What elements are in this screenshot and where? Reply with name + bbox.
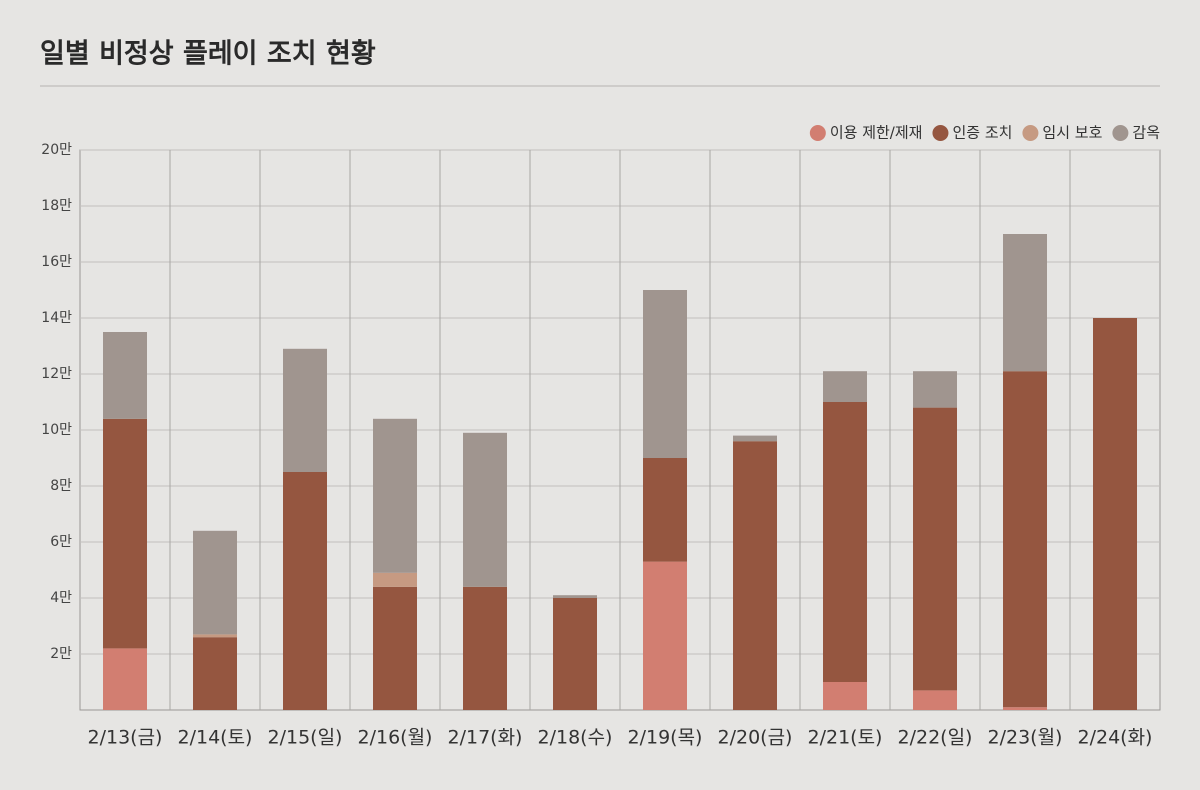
y-tick-label: 4만 [50, 590, 72, 606]
x-tick-label: 2/14(토) [178, 727, 253, 749]
y-tick-label: 14만 [41, 310, 72, 326]
x-tick-label: 2/20(금) [718, 727, 793, 749]
legend-label: 인증 조치 [952, 124, 1012, 142]
legend-marker [932, 125, 949, 141]
bar-segment [193, 637, 237, 710]
bar-segment [643, 290, 687, 458]
bar-segment [463, 432, 507, 587]
bar-segment [103, 648, 147, 710]
bar-segment [193, 530, 237, 635]
legend-marker [1112, 125, 1129, 141]
bar-segment [553, 598, 597, 710]
bar-segment [733, 435, 777, 442]
y-tick-label: 10만 [41, 422, 72, 438]
x-tick-label: 2/19(목) [628, 727, 703, 749]
x-tick-label: 2/22(일) [898, 727, 973, 749]
bar-segment [823, 402, 867, 682]
bar-segment [823, 682, 867, 710]
bar-segment [643, 561, 687, 710]
bar-segment [553, 595, 597, 598]
bar-segment [823, 371, 867, 402]
x-tick-label: 2/13(금) [88, 727, 163, 749]
y-tick-label: 8만 [50, 478, 72, 494]
x-tick-label: 2/21(토) [808, 727, 883, 749]
bar-segment [913, 407, 957, 691]
x-tick-label: 2/17(화) [448, 727, 523, 749]
legend-label: 임시 보호 [1042, 124, 1102, 142]
x-tick-label: 2/18(수) [538, 727, 613, 749]
bar-segment [103, 418, 147, 649]
y-tick-label: 2만 [50, 646, 72, 662]
legend-marker [1022, 125, 1039, 141]
x-tick-label: 2/16(월) [358, 727, 433, 749]
bar-segment [193, 634, 237, 638]
bar-segment [463, 586, 507, 710]
bar-segment [1003, 371, 1047, 708]
y-tick-label: 12만 [41, 366, 72, 382]
x-tick-label: 2/15(일) [268, 727, 343, 749]
bar-segment [1003, 707, 1047, 710]
bar-segment [103, 332, 147, 419]
y-tick-label: 6만 [50, 534, 72, 550]
y-tick-label: 20만 [41, 142, 72, 158]
legend-label: 이용 제한/제재 [830, 124, 923, 142]
y-tick-label: 18만 [41, 198, 72, 214]
bar-segment [373, 572, 417, 587]
bar-segment [283, 348, 327, 472]
bar-segment [373, 586, 417, 710]
legend-marker [809, 125, 826, 141]
bar-segment [913, 690, 957, 710]
x-tick-label: 2/24(화) [1078, 727, 1153, 749]
y-tick-label: 16만 [41, 254, 72, 270]
bar-segment [1093, 318, 1137, 710]
chart-title: 일별 비정상 플레이 조치 현황 [40, 39, 376, 70]
bar-segment [1003, 234, 1047, 372]
bar-segment [913, 371, 957, 408]
bar-segment [283, 472, 327, 710]
x-tick-label: 2/23(월) [988, 727, 1063, 749]
bar-segment [373, 418, 417, 573]
bar-segment [643, 458, 687, 562]
bar-segment [733, 441, 777, 710]
legend-label: 감옥 [1132, 124, 1160, 142]
